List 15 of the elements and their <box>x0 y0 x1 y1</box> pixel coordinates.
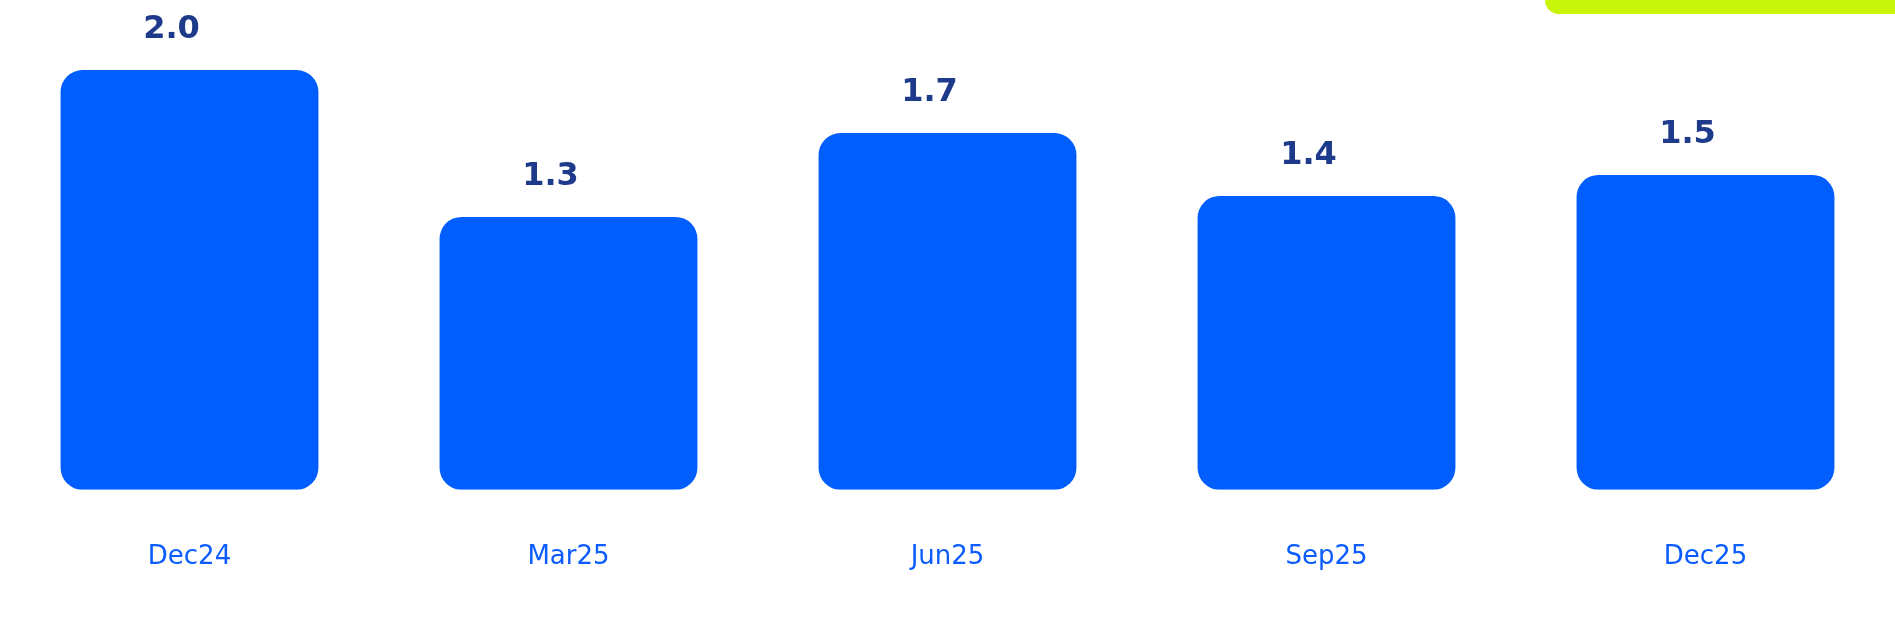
data-label: 1.4 <box>1280 134 1337 173</box>
bar <box>60 70 319 490</box>
data-label: 2.0 <box>143 8 200 47</box>
x-tick-label: Sep25 <box>1285 540 1368 571</box>
bar <box>1197 195 1456 490</box>
bar <box>439 216 698 490</box>
x-tick-label: Mar25 <box>527 540 610 571</box>
data-label: 1.3 <box>522 155 579 194</box>
x-tick-label: Dec24 <box>147 540 232 571</box>
bar <box>1576 174 1835 490</box>
bar <box>818 132 1077 490</box>
x-tick-label: Jun25 <box>908 540 985 571</box>
x-tick-label: Dec25 <box>1663 540 1748 571</box>
data-label: 1.5 <box>1659 113 1716 152</box>
data-label: 1.7 <box>901 71 958 110</box>
